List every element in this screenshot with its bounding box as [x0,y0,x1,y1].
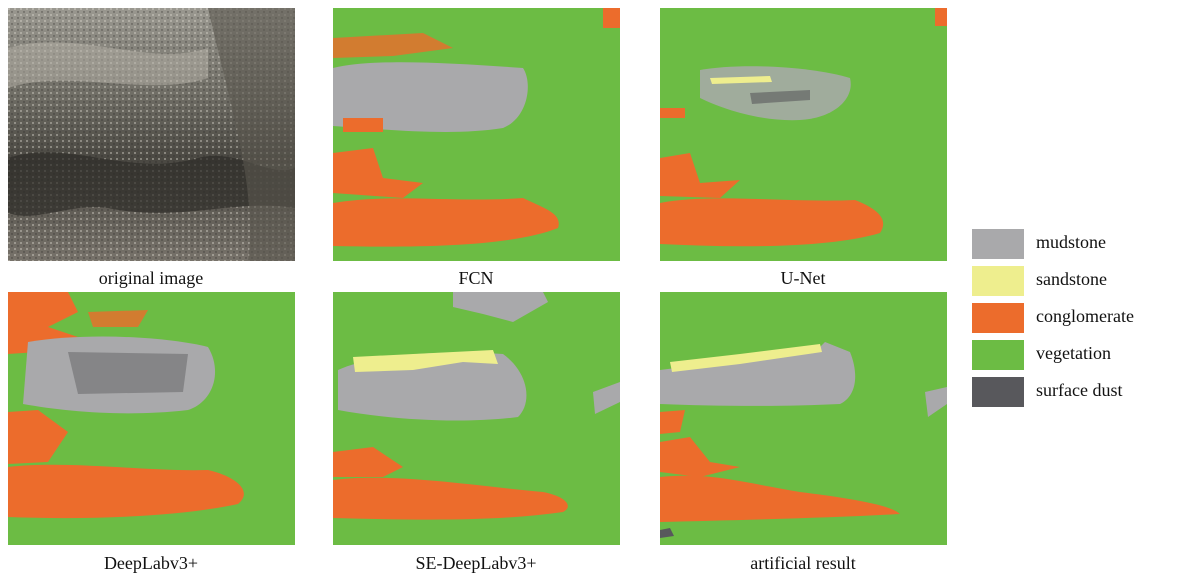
body: original image FCN U-Net DeepLabv3+ SE-DeepL… [0,0,1177,578]
panel-caption: original image [99,268,203,288]
legend-swatch [972,377,1024,407]
page: {"panels": [ {"caption": "original image… [0,0,1177,578]
panel-deeplab [8,292,295,545]
panel-fcn [333,8,620,261]
panel-caption: SE-DeepLabv3+ [415,553,536,573]
legend-label: surface dust [1036,380,1122,400]
legend: mudstone sandstone conglomerate vegetation s… [972,229,1134,407]
legend-swatch [972,229,1024,259]
panel-artificial [660,292,947,545]
legend-swatch [972,303,1024,333]
panel-caption: DeepLabv3+ [104,553,198,573]
legend-label: conglomerate [1036,306,1134,326]
panel-caption: U-Net [781,268,826,288]
panel-se-deeplab [333,292,620,545]
legend-label: vegetation [1036,343,1111,363]
panel-caption: artificial result [750,553,855,573]
legend-swatch [972,266,1024,296]
legend-label: mudstone [1036,232,1106,252]
legend-label: sandstone [1036,269,1107,289]
panel-caption: FCN [458,268,493,288]
panel-unet [660,8,947,261]
figure: original image FCN U-Net DeepLabv3+ SE-DeepL… [0,0,1177,578]
panel-image [8,8,295,261]
legend-swatch [972,340,1024,370]
